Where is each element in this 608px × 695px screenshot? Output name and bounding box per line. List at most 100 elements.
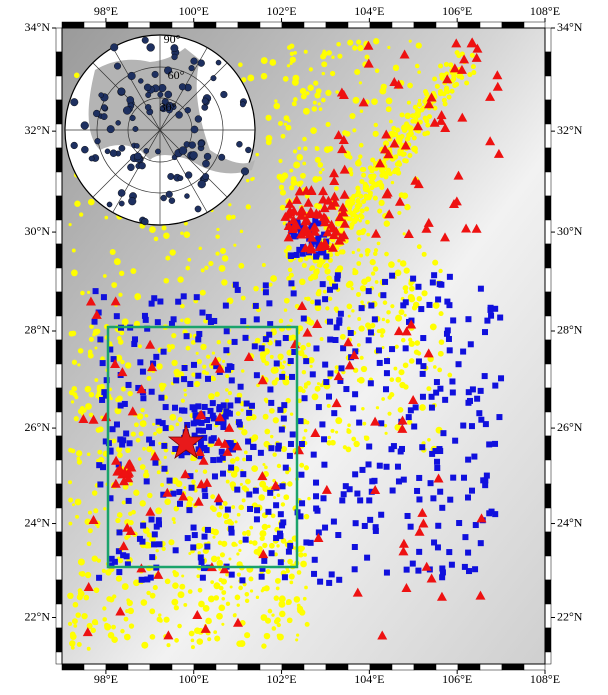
seismicity-dot <box>286 275 292 281</box>
seismicity-dot <box>245 204 251 210</box>
seismicity-dot <box>260 614 268 621</box>
seismicity-dot <box>286 245 292 251</box>
station-square <box>372 527 379 534</box>
station-square <box>407 523 414 530</box>
station-square <box>92 288 99 295</box>
station-square <box>366 443 373 450</box>
seismicity-dot <box>200 268 205 273</box>
seismicity-dot <box>412 301 420 309</box>
frame-segment <box>369 663 393 671</box>
station-triangle <box>145 339 156 349</box>
seismicity-dot <box>398 192 405 199</box>
inset-event-dot <box>141 217 149 226</box>
seismicity-dot <box>382 300 388 305</box>
seismicity-dot <box>190 645 195 650</box>
seismicity-dot <box>351 436 357 442</box>
inset-event-dot <box>185 171 193 179</box>
station-square <box>486 441 493 448</box>
seismicity-dot <box>69 640 76 647</box>
station-square <box>209 400 216 407</box>
seismicity-dot <box>411 135 417 141</box>
seismicity-dot <box>337 53 343 59</box>
station-triangle <box>401 582 412 592</box>
seismicity-dot <box>70 633 77 640</box>
seismicity-dot <box>272 417 279 424</box>
seismicity-dot <box>216 339 221 345</box>
x-tick-label: 108°E <box>530 672 560 686</box>
station-square <box>225 440 232 447</box>
station-square <box>474 395 481 402</box>
seismicity-dot <box>373 251 378 256</box>
station-square <box>152 459 159 466</box>
station-square <box>198 419 205 426</box>
seismicity-dot <box>257 244 261 249</box>
seismicity-dot <box>293 161 301 169</box>
seismicity-dot <box>74 498 82 506</box>
station-square <box>146 436 153 443</box>
seismicity-dot <box>72 601 79 608</box>
station-square <box>415 283 422 290</box>
seismicity-dot <box>133 422 139 428</box>
station-square <box>103 377 110 384</box>
seismicity-dot <box>155 507 163 515</box>
station-square <box>336 576 343 583</box>
station-square <box>354 490 361 497</box>
seismicity-dot <box>389 377 395 383</box>
station-square <box>497 314 504 321</box>
station-triangle <box>475 590 486 600</box>
station-triangle <box>85 296 96 306</box>
station-triangle <box>270 480 281 490</box>
seismicity-dot <box>405 123 411 129</box>
seismicity-dot <box>358 213 364 219</box>
station-square <box>461 563 468 570</box>
station-square <box>409 560 416 567</box>
station-square <box>194 419 201 426</box>
station-square <box>148 516 155 523</box>
seismicity-dot <box>171 517 176 522</box>
seismicity-dot <box>279 610 286 618</box>
seismicity-dot <box>77 558 85 566</box>
seismicity-dot <box>71 386 78 392</box>
station-square <box>187 473 194 480</box>
station-triangle <box>492 81 503 91</box>
seismicity-dot <box>98 456 105 464</box>
inset-globe: 90° 60° 30° <box>64 32 256 226</box>
station-triangle <box>439 232 450 242</box>
seismicity-dot <box>372 38 380 45</box>
station-square <box>176 489 183 496</box>
station-square <box>158 394 165 401</box>
seismicity-dot <box>280 133 286 139</box>
seismicity-dot <box>87 349 93 355</box>
station-square <box>246 409 253 416</box>
seismicity-dot <box>302 161 307 166</box>
seismicity-dot <box>102 274 107 278</box>
inset-label: 30° <box>160 100 177 114</box>
station-square <box>97 336 104 343</box>
station-triangle <box>147 362 158 372</box>
seismicity-dot <box>365 252 370 257</box>
seismicity-dot <box>210 580 215 585</box>
seismicity-dot <box>364 247 371 254</box>
seismicity-dot <box>264 428 271 435</box>
seismicity-dot <box>278 595 286 603</box>
seismicity-dot <box>377 208 383 214</box>
seismicity-dot <box>372 130 379 137</box>
station-square <box>107 447 114 454</box>
inset-event-dot <box>115 120 121 126</box>
seismicity-dot <box>397 161 403 167</box>
seismicity-dot <box>369 185 375 191</box>
seismicity-dot <box>88 412 94 418</box>
seismicity-dot <box>263 440 270 448</box>
station-triangle <box>119 467 130 477</box>
station-square <box>206 424 213 431</box>
seismicity-dot <box>127 390 133 397</box>
seismicity-dot <box>309 299 315 305</box>
seismicity-dot <box>272 478 276 483</box>
seismicity-dot <box>263 632 271 640</box>
seismicity-dot <box>225 388 229 392</box>
seismicity-dot <box>410 113 416 119</box>
station-square <box>312 217 319 224</box>
seismicity-dot <box>88 391 95 398</box>
seismicity-dot <box>185 345 191 351</box>
